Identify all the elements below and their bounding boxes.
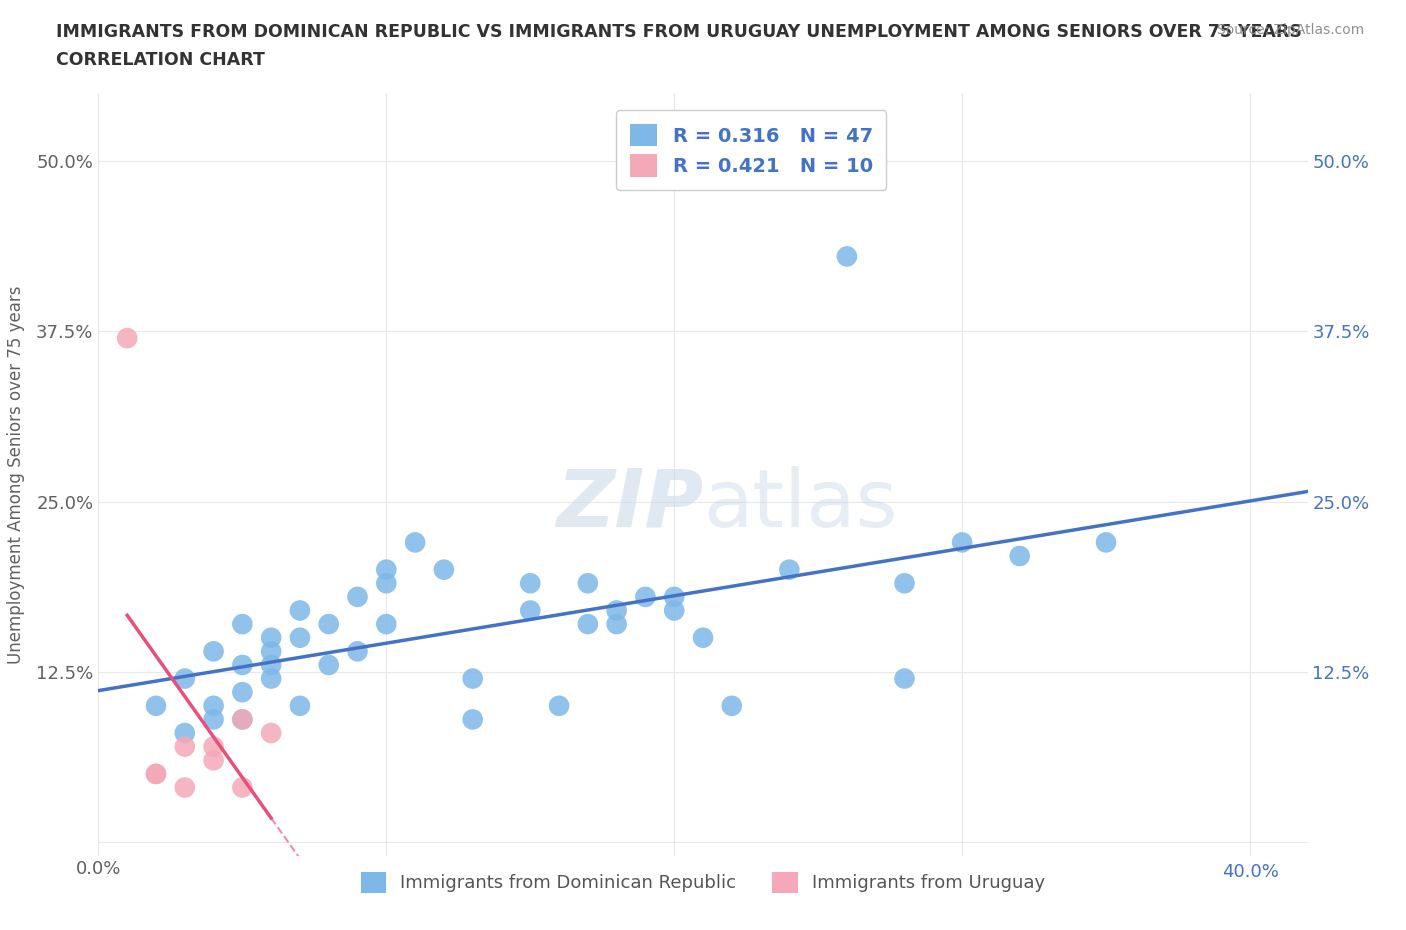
Point bbox=[145, 698, 167, 713]
Point bbox=[606, 617, 628, 631]
Point bbox=[231, 780, 253, 795]
Text: IMMIGRANTS FROM DOMINICAN REPUBLIC VS IMMIGRANTS FROM URUGUAY UNEMPLOYMENT AMONG: IMMIGRANTS FROM DOMINICAN REPUBLIC VS IM… bbox=[56, 23, 1302, 41]
Point bbox=[145, 766, 167, 781]
Point bbox=[202, 712, 225, 727]
Point bbox=[202, 753, 225, 768]
Point bbox=[346, 644, 368, 658]
Point bbox=[231, 684, 253, 699]
Point bbox=[576, 576, 599, 591]
Point bbox=[720, 698, 742, 713]
Text: 40.0%: 40.0% bbox=[1222, 863, 1278, 882]
Point bbox=[318, 617, 340, 631]
Point bbox=[202, 698, 225, 713]
Point bbox=[173, 739, 195, 754]
Point bbox=[519, 603, 541, 618]
Text: atlas: atlas bbox=[703, 466, 897, 544]
Point bbox=[231, 658, 253, 672]
Point bbox=[202, 739, 225, 754]
Text: CORRELATION CHART: CORRELATION CHART bbox=[56, 51, 266, 69]
Point bbox=[260, 631, 283, 645]
Text: Source: ZipAtlas.com: Source: ZipAtlas.com bbox=[1216, 23, 1364, 37]
Point bbox=[346, 590, 368, 604]
Point bbox=[260, 658, 283, 672]
Point bbox=[1008, 549, 1031, 564]
Point bbox=[231, 712, 253, 727]
Point bbox=[260, 725, 283, 740]
Point bbox=[664, 590, 686, 604]
Point bbox=[231, 617, 253, 631]
Point bbox=[173, 725, 195, 740]
Point bbox=[634, 590, 657, 604]
Point bbox=[260, 671, 283, 686]
Point bbox=[145, 766, 167, 781]
Legend: Immigrants from Dominican Republic, Immigrants from Uruguay: Immigrants from Dominican Republic, Immi… bbox=[353, 865, 1053, 900]
Point bbox=[115, 331, 138, 346]
Point bbox=[664, 603, 686, 618]
Point bbox=[433, 562, 456, 577]
Point bbox=[606, 603, 628, 618]
Point bbox=[835, 249, 858, 264]
Point bbox=[461, 671, 484, 686]
Point bbox=[1095, 535, 1118, 550]
Point bbox=[893, 576, 915, 591]
Point bbox=[318, 658, 340, 672]
Point bbox=[375, 617, 398, 631]
Point bbox=[778, 562, 800, 577]
Point bbox=[893, 671, 915, 686]
Y-axis label: Unemployment Among Seniors over 75 years: Unemployment Among Seniors over 75 years bbox=[7, 286, 25, 663]
Point bbox=[375, 562, 398, 577]
Point bbox=[519, 576, 541, 591]
Point bbox=[692, 631, 714, 645]
Point bbox=[288, 603, 311, 618]
Point bbox=[260, 644, 283, 658]
Point bbox=[231, 712, 253, 727]
Text: ZIP: ZIP bbox=[555, 466, 703, 544]
Point bbox=[173, 780, 195, 795]
Point bbox=[173, 671, 195, 686]
Point bbox=[576, 617, 599, 631]
Point bbox=[950, 535, 973, 550]
Point bbox=[288, 631, 311, 645]
Point bbox=[548, 698, 571, 713]
Point bbox=[461, 712, 484, 727]
Point bbox=[288, 698, 311, 713]
Point bbox=[375, 576, 398, 591]
Point bbox=[404, 535, 426, 550]
Point bbox=[202, 644, 225, 658]
